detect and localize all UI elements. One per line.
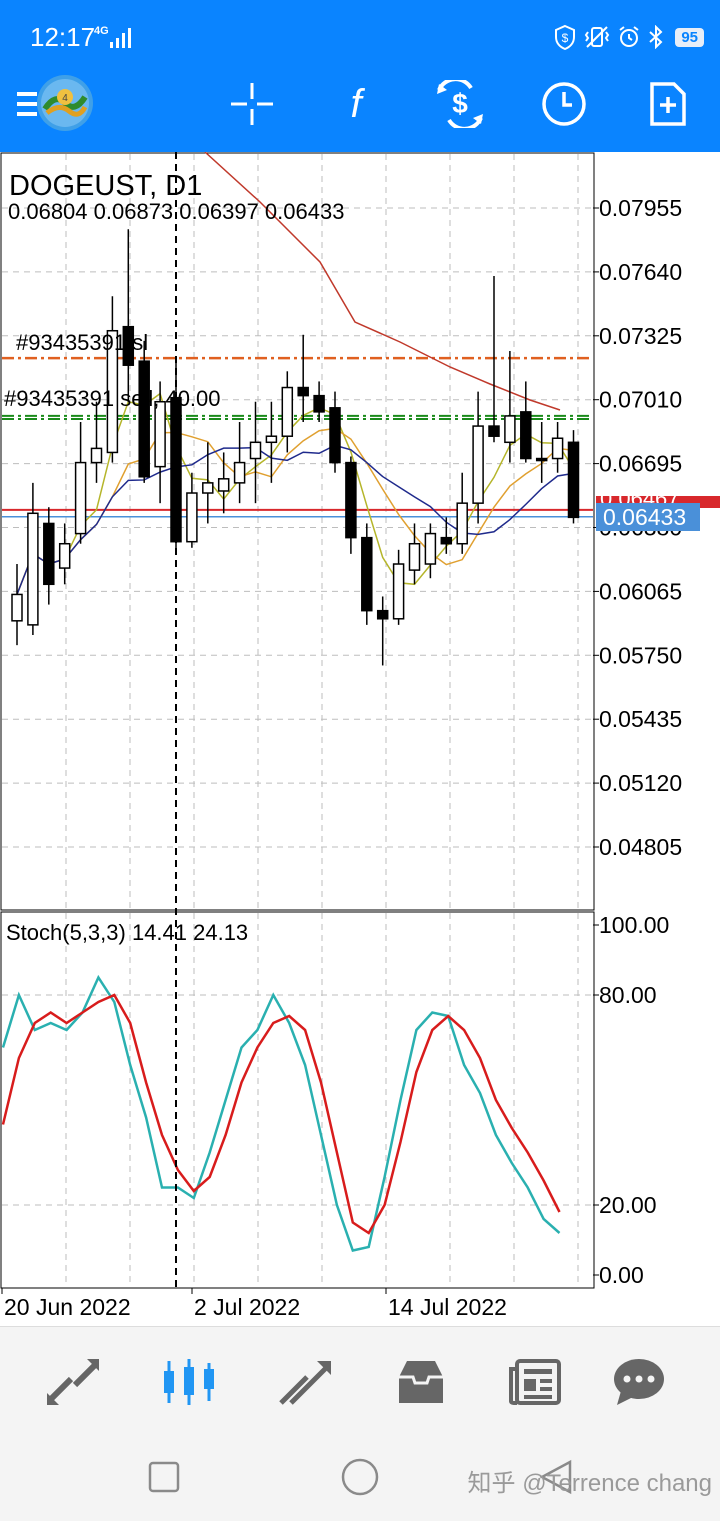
chart-area[interactable]: 0.079550.076400.073250.070100.066950.063…	[0, 151, 720, 1326]
bullish-candle	[154, 400, 166, 468]
bullish-candle	[106, 329, 119, 454]
status-time: 12:17	[30, 22, 96, 52]
shield-icon: $	[555, 24, 576, 50]
symbol-title: DOGEUST, D1	[9, 170, 202, 202]
bearish-candle	[313, 394, 325, 413]
stochastic-label: Stoch(5,3,3) 14.41 24.13	[6, 920, 248, 945]
alarm-icon	[619, 26, 639, 47]
add-document-icon[interactable]	[638, 74, 698, 134]
recent-apps-button[interactable]	[134, 1447, 194, 1507]
svg-text:4: 4	[62, 93, 68, 104]
stoch-tick-label: 0.00	[599, 1262, 644, 1288]
function-icon[interactable]: f	[326, 74, 386, 134]
bearish-candle	[361, 536, 373, 612]
bullish-candle	[392, 563, 405, 620]
hamburger-menu-icon[interactable]	[0, 74, 60, 134]
bullish-candle	[408, 542, 421, 571]
stoch-tick-label: 100.00	[599, 912, 669, 938]
bluetooth-icon	[649, 25, 663, 49]
stochastic-signal-line	[1, 993, 561, 1235]
bullish-candle	[90, 447, 103, 464]
battery-indicator: 95	[675, 27, 704, 47]
price-tick-label: 0.04805	[599, 834, 682, 860]
back-button[interactable]	[526, 1447, 586, 1507]
trade-icon[interactable]	[270, 1349, 340, 1415]
price-tick-label: 0.05435	[599, 706, 682, 732]
bullish-candle	[74, 461, 87, 535]
crosshair-icon[interactable]	[222, 74, 282, 134]
bullish-candle	[11, 593, 23, 622]
bearish-candle	[329, 407, 341, 464]
price-tick-label: 0.07325	[599, 323, 682, 349]
signal-icon	[110, 28, 131, 48]
price-tick-label: 0.06065	[599, 578, 682, 604]
bullish-candle	[186, 492, 198, 543]
bullish-candle	[424, 532, 437, 565]
bullish-candle	[249, 441, 262, 460]
bullish-candle	[551, 437, 564, 460]
history-icon[interactable]	[386, 1349, 456, 1415]
bearish-candle	[345, 461, 357, 539]
bullish-candle	[27, 512, 39, 626]
bullish-candle	[504, 415, 516, 444]
clock-icon[interactable]	[534, 74, 594, 134]
bearish-candle	[567, 441, 580, 519]
bullish-candle	[58, 542, 71, 569]
watermark-text: 知乎 @Terrence chang	[467, 1470, 712, 1497]
home-button[interactable]	[330, 1447, 390, 1507]
bottom-navigation: 知乎 @Terrence chang	[0, 1326, 720, 1521]
status-icons: $ 95	[553, 24, 704, 50]
bullish-candle	[281, 386, 294, 437]
ohlc-values: 0.06804 0.06873 0.06397 0.06433	[8, 199, 344, 224]
svg-text:$: $	[452, 88, 468, 119]
bullish-candle	[456, 502, 468, 545]
quotes-icon[interactable]	[38, 1349, 108, 1415]
bullish-candle	[472, 425, 484, 504]
metatrader-logo-icon[interactable]: 4	[34, 72, 96, 134]
chart-icon[interactable]	[154, 1349, 224, 1415]
svg-text:$: $	[562, 31, 569, 45]
price-tick-label: 0.07640	[599, 259, 682, 285]
moving-average-long	[204, 151, 561, 411]
bearish-candle	[440, 536, 453, 545]
bearish-candle	[488, 425, 500, 437]
bearish-candle	[376, 609, 389, 620]
bullish-candle	[217, 478, 230, 492]
bullish-candle	[233, 461, 246, 484]
bearish-candle	[520, 411, 532, 460]
top-bar: 12:17 4G $ 95	[0, 0, 720, 152]
date-label: 14 Jul 2022	[388, 1294, 507, 1320]
date-label: 2 Jul 2022	[194, 1294, 300, 1320]
moving-average-fast	[16, 392, 575, 595]
price-chart[interactable]: 0.079550.076400.073250.070100.066950.063…	[0, 151, 720, 1326]
bearish-candle	[297, 386, 309, 397]
news-icon[interactable]	[500, 1349, 570, 1415]
order-sl-label: #93435391 sl	[16, 330, 148, 355]
bullish-candle	[265, 435, 278, 444]
price-tick-label: 0.05750	[599, 642, 682, 668]
new-order-icon[interactable]: $	[430, 74, 490, 134]
current-price-label: 0.06433	[603, 504, 686, 530]
date-label: 20 Jun 2022	[4, 1294, 131, 1320]
bearish-candle	[535, 457, 548, 462]
bearish-candle	[138, 360, 150, 478]
price-tick-label: 0.06695	[599, 451, 682, 477]
vibrate-icon	[585, 26, 610, 48]
network-type: 4G	[94, 25, 109, 37]
svg-text:f: f	[350, 82, 365, 126]
current-price-tag	[596, 503, 700, 531]
order-sell-label: #93435391 sell, 40.00	[4, 386, 221, 411]
price-tick-label: 0.07010	[599, 387, 682, 413]
stoch-tick-label: 80.00	[599, 982, 657, 1008]
moving-average-slow	[16, 444, 574, 595]
bearish-candle	[122, 325, 135, 366]
stoch-tick-label: 20.00	[599, 1192, 657, 1218]
stochastic-main-line	[1, 974, 561, 1252]
price-tick-label: 0.05120	[599, 770, 682, 796]
bullish-candle	[202, 482, 214, 494]
messages-icon[interactable]	[604, 1349, 674, 1415]
bearish-candle	[43, 522, 55, 586]
price-tick-label: 0.07955	[599, 195, 682, 221]
